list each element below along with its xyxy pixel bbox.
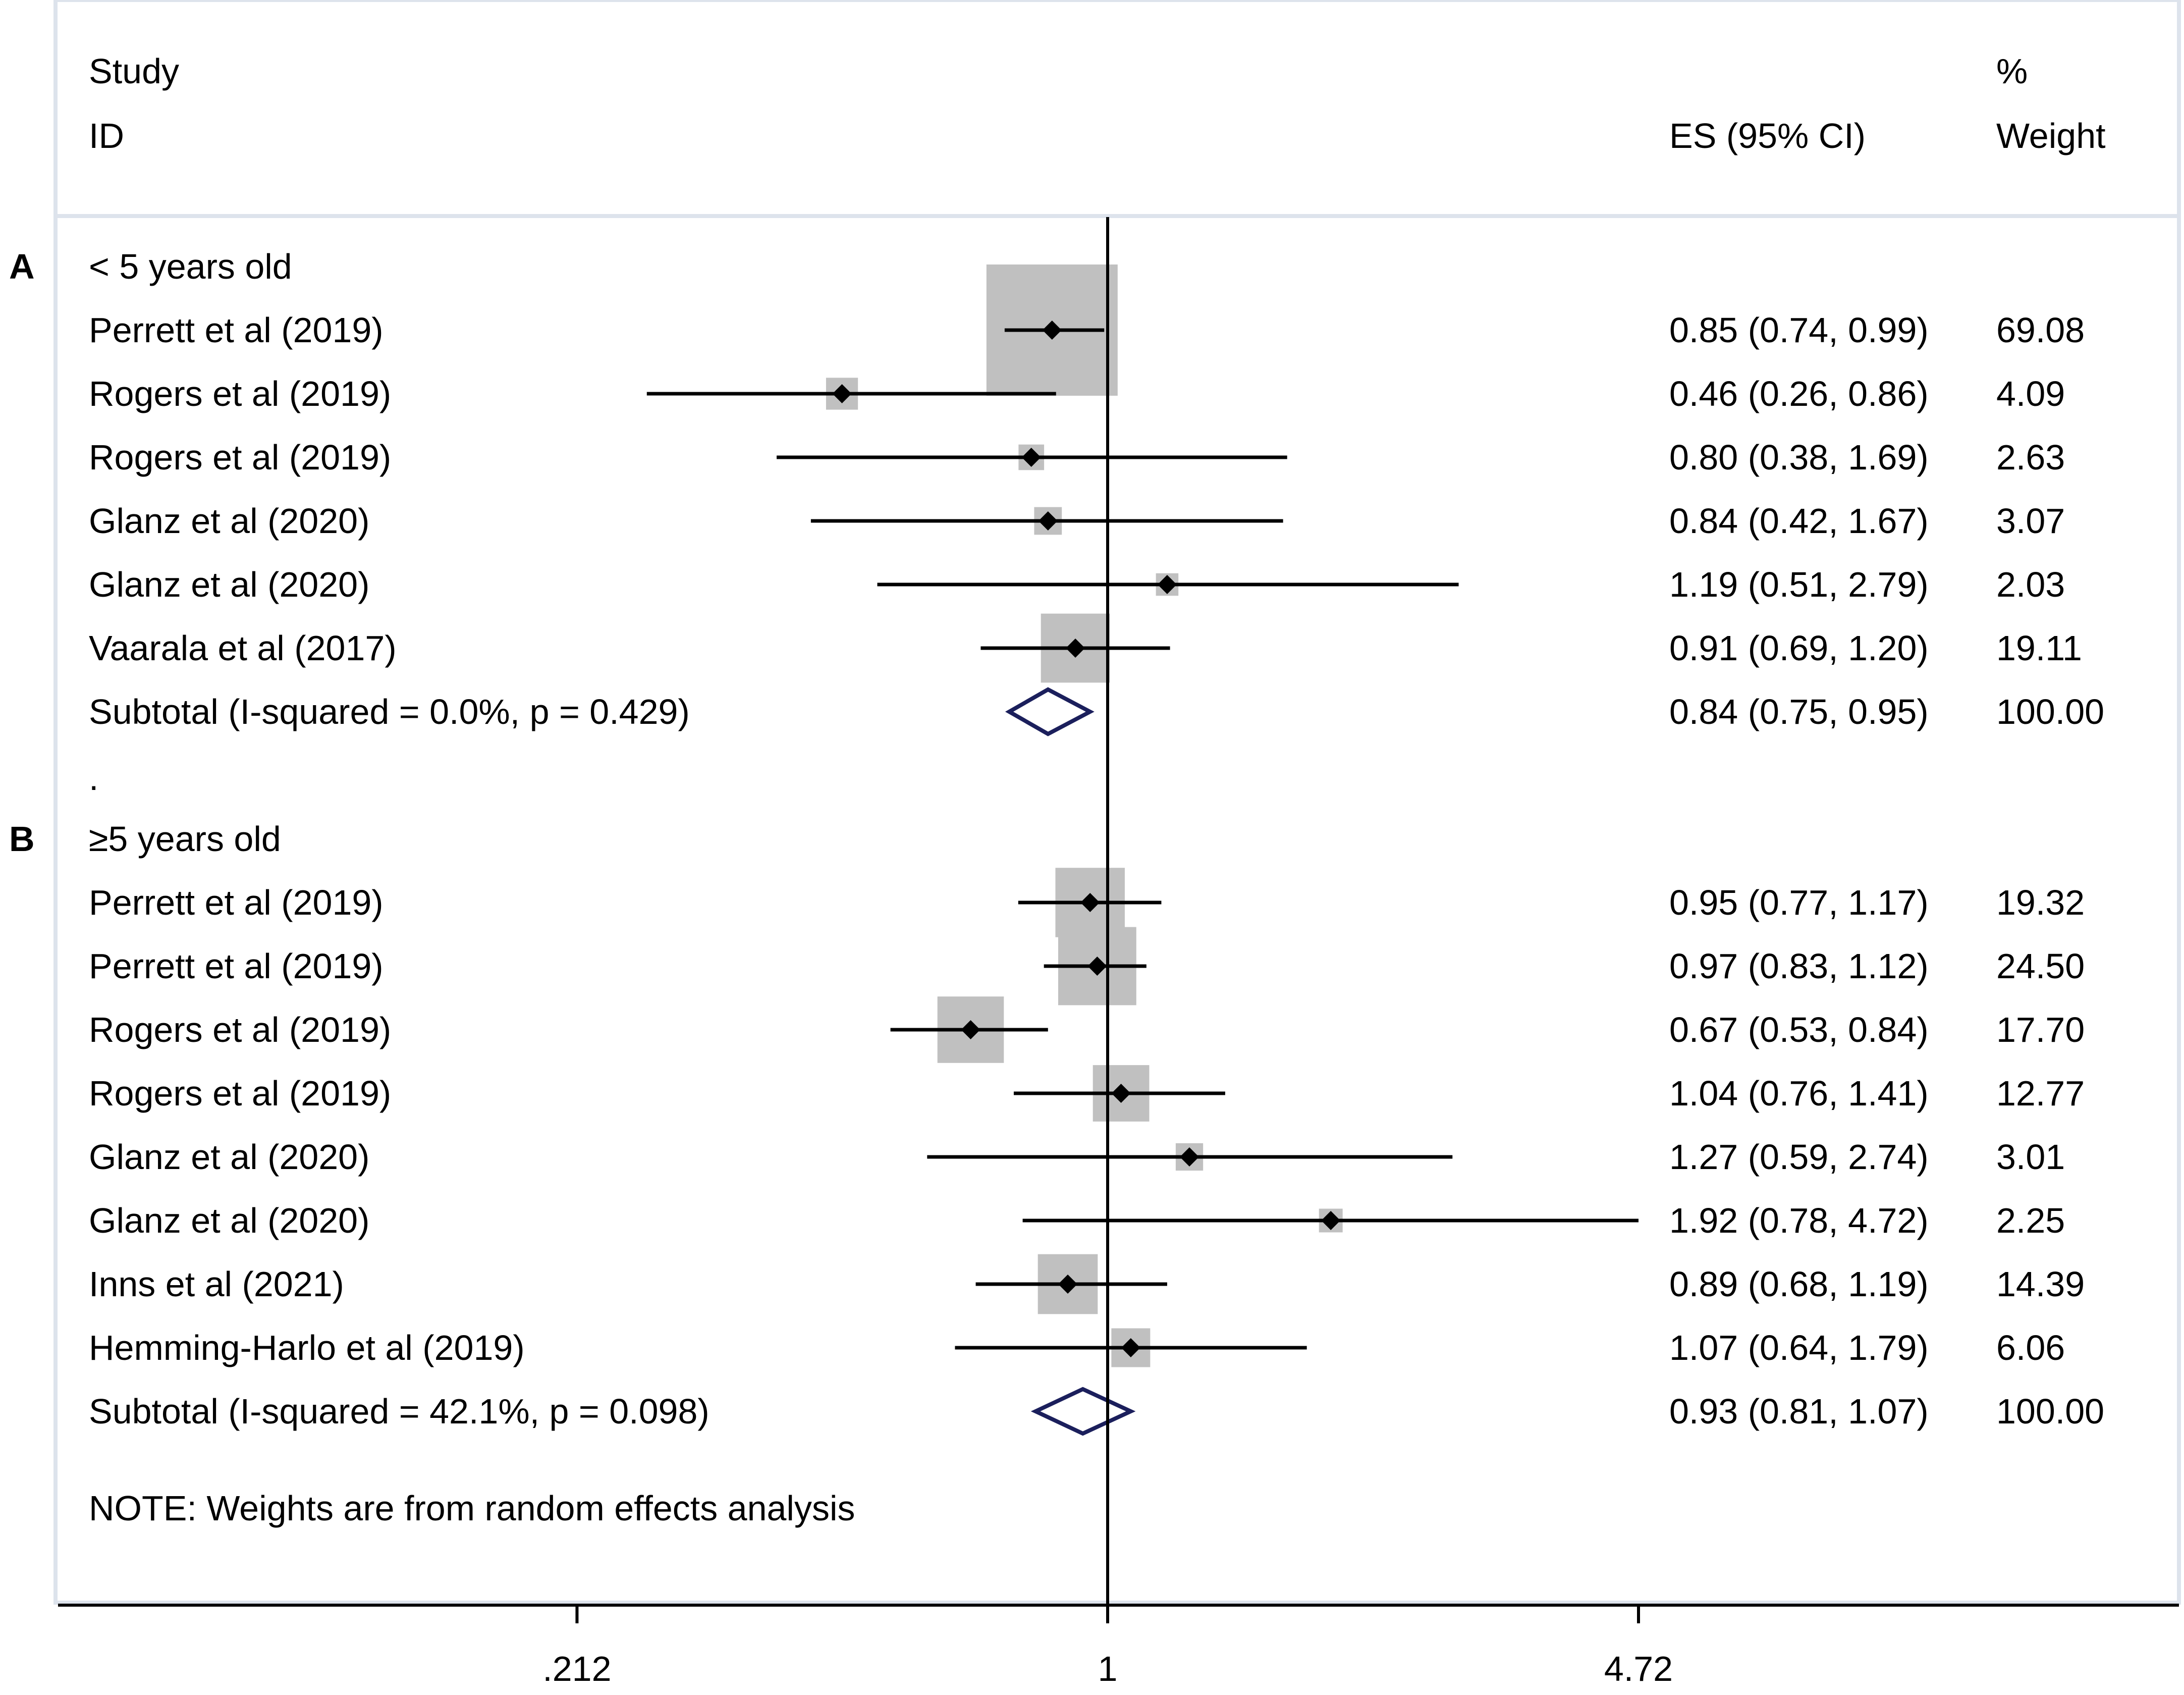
study-ci: 0.89 (0.68, 1.19) <box>1669 1264 1929 1304</box>
point-estimate <box>1157 575 1177 594</box>
study-name: Rogers et al (2019) <box>89 374 391 413</box>
point-estimates <box>832 321 1341 1357</box>
separator-dot: . <box>89 758 98 798</box>
x-tick-label: 1 <box>1098 1649 1118 1688</box>
study-weight: 2.25 <box>1996 1201 2065 1240</box>
study-ci: 0.91 (0.69, 1.20) <box>1669 628 1929 668</box>
point-estimate <box>1021 448 1041 467</box>
header-es: ES (95% CI) <box>1669 116 1866 155</box>
point-estimate <box>1121 1338 1140 1357</box>
study-ci: 0.84 (0.42, 1.67) <box>1669 501 1929 541</box>
study-weight: 4.09 <box>1996 374 2065 413</box>
study-ci: 1.04 (0.76, 1.41) <box>1669 1074 1929 1113</box>
weight-boxes <box>826 264 1343 1367</box>
group-title: < 5 years old <box>89 247 292 286</box>
row-labels: A < 5 years old Perrett et al (2019) 0.85 (… <box>9 247 2104 1431</box>
study-weight: 19.11 <box>1996 628 2082 668</box>
panel-label: B <box>9 819 35 859</box>
subtotal-weight: 100.00 <box>1996 1392 2104 1431</box>
study-name: Rogers et al (2019) <box>89 1074 391 1113</box>
x-axis-ticks: .212 1 4.72 <box>542 1605 1673 1688</box>
study-weight: 14.39 <box>1996 1264 2085 1304</box>
study-ci: 0.80 (0.38, 1.69) <box>1669 438 1929 477</box>
point-estimate <box>1087 957 1107 976</box>
note-text: NOTE: Weights are from random effects an… <box>89 1489 855 1528</box>
study-weight: 3.07 <box>1996 501 2065 541</box>
group-title: ≥5 years old <box>89 819 281 859</box>
study-weight: 2.03 <box>1996 565 2065 604</box>
x-tick-label: 4.72 <box>1604 1649 1673 1688</box>
point-estimate <box>1042 321 1062 340</box>
subtotal-ci: 0.93 (0.81, 1.07) <box>1669 1392 1929 1431</box>
subtotal-diamonds <box>1005 687 1136 1436</box>
subtotal-diamond <box>1030 1387 1136 1436</box>
point-estimate <box>832 384 852 403</box>
point-estimate <box>1066 639 1085 658</box>
point-estimate <box>1111 1084 1131 1103</box>
study-weight: 69.08 <box>1996 310 2085 350</box>
plot-frame <box>53 0 2181 1605</box>
header-pct: % <box>1996 51 2028 91</box>
study-weight: 3.01 <box>1996 1137 2065 1177</box>
x-tick-label: .212 <box>542 1649 611 1688</box>
study-name: Glanz et al (2020) <box>89 565 369 604</box>
study-weight: 12.77 <box>1996 1074 2085 1113</box>
ci-lines <box>646 328 1639 1350</box>
study-weight: 17.70 <box>1996 1010 2085 1049</box>
subtotal-label: Subtotal (I-squared = 42.1%, p = 0.098) <box>89 1392 709 1431</box>
study-name: Perrett et al (2019) <box>89 310 384 350</box>
study-name: Rogers et al (2019) <box>89 438 391 477</box>
study-ci: 0.97 (0.83, 1.12) <box>1669 946 1929 986</box>
study-name: Glanz et al (2020) <box>89 1137 369 1177</box>
study-name: Vaarala et al (2017) <box>89 628 397 668</box>
study-name: Rogers et al (2019) <box>89 1010 391 1049</box>
header-weight: Weight <box>1996 116 2106 155</box>
study-weight: 6.06 <box>1996 1328 2065 1367</box>
study-weight: 24.50 <box>1996 946 2085 986</box>
point-estimate <box>1180 1147 1199 1167</box>
study-ci: 1.27 (0.59, 2.74) <box>1669 1137 1929 1177</box>
study-ci: 1.07 (0.64, 1.79) <box>1669 1328 1929 1367</box>
study-ci: 0.95 (0.77, 1.17) <box>1669 883 1929 922</box>
study-name: Perrett et al (2019) <box>89 883 384 922</box>
study-ci: 0.46 (0.26, 0.86) <box>1669 374 1929 413</box>
header-id: ID <box>89 116 124 155</box>
study-ci: 0.67 (0.53, 0.84) <box>1669 1010 1929 1049</box>
subtotal-weight: 100.00 <box>1996 692 2104 731</box>
study-name: Glanz et al (2020) <box>89 501 369 541</box>
study-ci: 1.19 (0.51, 2.79) <box>1669 565 1929 604</box>
study-weight: 19.32 <box>1996 883 2085 922</box>
study-name: Perrett et al (2019) <box>89 946 384 986</box>
panel-label: A <box>9 247 35 286</box>
study-ci: 1.92 (0.78, 4.72) <box>1669 1201 1929 1240</box>
header-study: Study <box>89 51 179 91</box>
study-name: Hemming-Harlo et al (2019) <box>89 1328 525 1367</box>
study-name: Inns et al (2021) <box>89 1264 344 1304</box>
point-estimate <box>1321 1211 1341 1230</box>
subtotal-diamond <box>1005 687 1095 736</box>
study-weight: 2.63 <box>1996 438 2065 477</box>
subtotal-label: Subtotal (I-squared = 0.0%, p = 0.429) <box>89 692 690 731</box>
point-estimate <box>1058 1275 1077 1294</box>
study-name: Glanz et al (2020) <box>89 1201 369 1240</box>
point-estimate <box>1038 511 1058 531</box>
study-ci: 0.85 (0.74, 0.99) <box>1669 310 1929 350</box>
point-estimate <box>961 1020 980 1039</box>
point-estimate <box>1080 893 1100 912</box>
subtotal-ci: 0.84 (0.75, 0.95) <box>1669 692 1929 731</box>
